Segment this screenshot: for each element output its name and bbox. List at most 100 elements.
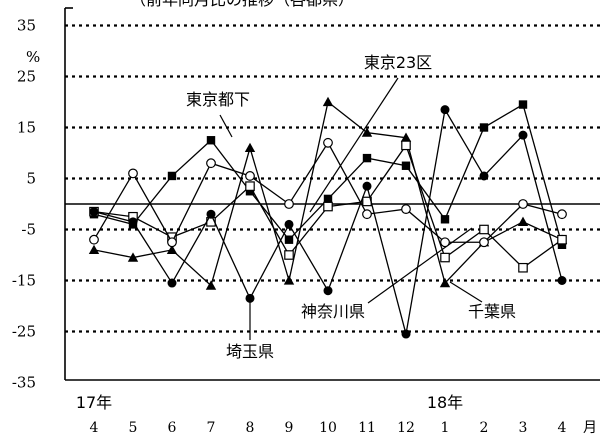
data-point-marker [167,278,177,288]
data-point-marker [557,234,567,245]
data-point-marker [479,123,489,132]
data-point-marker [557,209,567,220]
x-tick-label: 10 [319,420,337,436]
x-tick-label: 11 [358,420,376,436]
x-tick-label: 6 [168,420,177,436]
data-point-marker [440,252,450,263]
x-tick-label: 4 [90,420,99,436]
annotation-label: 東京23区 [364,53,432,72]
data-point-marker [557,276,567,285]
x-axis-unit-label: 月 [583,420,597,436]
data-point-marker [89,207,99,217]
data-point-marker [206,136,216,145]
data-point-marker [518,262,528,273]
y-tick-label: 35 [17,17,36,35]
data-point-marker [245,293,255,303]
data-point-marker [127,252,139,262]
x-tick-label: 7 [207,420,216,436]
x-tick-label: 2 [480,420,489,436]
data-point-marker [323,201,333,212]
y-tick-label: 5 [26,170,36,188]
data-point-marker [518,100,528,109]
data-point-marker [440,237,450,248]
series-layer [88,96,568,339]
data-point-marker [517,216,529,227]
annotation-label: 東京都下 [186,90,250,109]
series-kanagawa [89,140,567,273]
annotation-leader-line [449,281,483,303]
y-tick-label: -15 [12,272,36,290]
x-tick-label: 8 [246,420,255,436]
data-point-marker [518,199,528,209]
data-point-marker [440,105,450,115]
data-point-marker [88,244,100,255]
data-point-marker [479,171,489,181]
data-point-marker [401,329,411,339]
data-point-marker [206,209,216,219]
x-tick-label: 5 [129,420,138,436]
data-point-marker [401,204,411,215]
y-tick-labels: 35 25 15 5 -5 -15 -25 -35 [12,17,36,392]
annotation-leader-line [309,77,399,213]
series-line [93,100,563,287]
data-point-marker [400,132,412,142]
y-tick-label: -25 [12,323,36,341]
year-label: 18年 [427,393,463,412]
data-point-marker [557,240,567,249]
data-point-marker [323,286,333,296]
data-point-marker [128,168,138,179]
data-point-marker [439,277,451,288]
y-axis-unit-label: % [26,48,40,66]
data-point-marker [361,127,373,137]
data-point-marker [206,158,216,169]
x-tick-label: 1 [441,420,450,436]
annotation-leader-lines [219,77,483,340]
chart-title: （前年同月比の推移（各都県） [130,0,354,9]
x-tick-label: 4 [558,420,567,436]
data-point-marker [362,153,372,163]
series-chiba [89,137,567,248]
data-point-marker [284,199,294,209]
x-tick-label: 9 [285,420,294,436]
data-point-marker [245,187,255,196]
data-point-marker [401,161,411,170]
series-tokyo-suburbs [89,100,567,249]
y-tick-label: 25 [17,68,36,86]
series-tokyo-23-wards [88,96,568,290]
data-point-marker [128,217,138,227]
data-point-marker [284,219,294,229]
x-tick-label: 3 [519,420,528,436]
annotation-label: 千葉県 [468,302,516,321]
data-point-marker [479,237,489,248]
y-tick-label: -35 [12,374,36,392]
data-point-marker [401,140,411,151]
data-point-marker [283,275,295,285]
series-line [93,103,563,245]
data-point-marker [362,209,372,220]
data-point-marker [479,224,489,235]
year-label: 17年 [76,393,112,412]
data-point-marker [362,181,372,191]
data-point-marker [284,250,294,260]
data-point-marker [244,142,256,153]
data-point-marker [205,280,217,290]
data-point-marker [245,181,255,191]
data-point-marker [323,194,333,204]
y-tick-label: 15 [17,119,36,137]
annotation-label: 神奈川県 [301,302,365,321]
data-point-marker [440,215,450,224]
data-point-marker [167,171,177,181]
data-point-marker [284,235,294,244]
data-point-marker [167,237,177,248]
annotation-leader-line [219,114,233,138]
y-tick-label: -5 [21,221,36,239]
annotation-label: 埼玉県 [226,342,274,361]
data-point-marker [245,171,255,181]
data-point-marker [166,244,178,255]
data-point-marker [323,137,333,148]
series-line [93,141,563,244]
data-point-marker [322,96,334,107]
